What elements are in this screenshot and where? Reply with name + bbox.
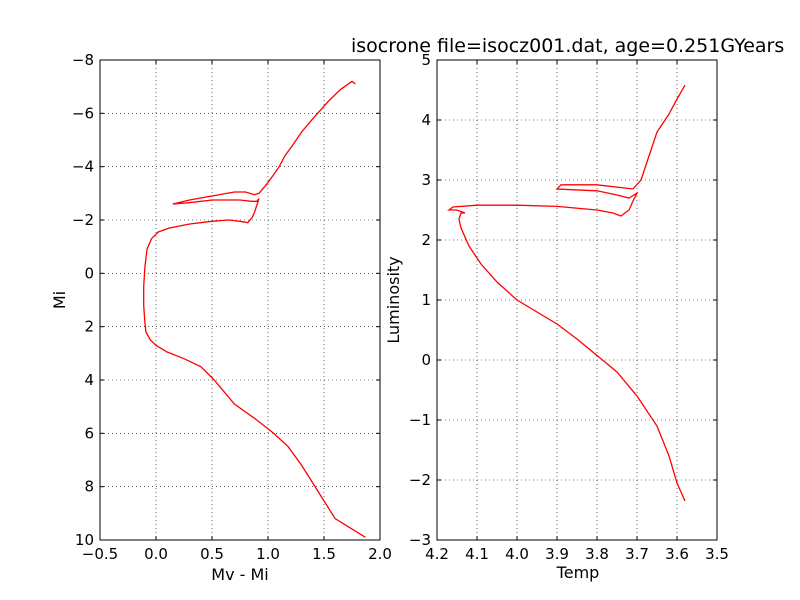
right-x-tick-label: 3.7	[625, 545, 649, 563]
right-y-tick-label: 5	[421, 51, 431, 69]
right-x-tick-label: 3.6	[665, 545, 689, 563]
right-y-tick-label: −1	[409, 411, 431, 429]
left-x-tick-label: −0.5	[82, 545, 118, 563]
right-x-tick-label: 4.1	[465, 545, 489, 563]
right-x-tick-label: 3.8	[585, 545, 609, 563]
left-y-tick-label: 10	[75, 531, 94, 549]
left-x-tick-label: 2.0	[368, 545, 392, 563]
right-y-tick-label: 2	[421, 231, 431, 249]
right-y-tick-label: 1	[421, 291, 431, 309]
left-x-tick-label: 0.5	[200, 545, 224, 563]
right-x-tick-label: 3.9	[545, 545, 569, 563]
right-y-tick-label: 3	[421, 171, 431, 189]
left-y-tick-label: 6	[84, 424, 94, 442]
left-y-tick-label: −2	[72, 211, 94, 229]
right-chart-title: isocrone file=isocz001.dat, age=0.251GYe…	[351, 35, 784, 57]
left-series-line	[143, 80, 366, 538]
right-x-tick-label: 4.2	[425, 545, 449, 563]
left-y-tick-label: −6	[72, 104, 94, 122]
left-x-tick-label: 1.5	[312, 545, 336, 563]
left-y-tick-label: 4	[84, 371, 94, 389]
left-x-axis-label: Mv - Mi	[211, 565, 268, 584]
right-y-tick-label: 4	[421, 111, 431, 129]
left-x-tick-label: 0.0	[144, 545, 168, 563]
left-ticks: −0.5 0.0 0.5 1.0 1.5 2.0 −8 −6 −4 −2 0 2 4 6 8 10	[72, 51, 392, 563]
right-y-tick-label: −2	[409, 471, 431, 489]
left-chart: −0.5 0.0 0.5 1.0 1.5 2.0 −8 −6 −4 −2 0 2 4 6 8 10 Mv - …	[50, 51, 392, 584]
right-x-tick-label: 4.0	[505, 545, 529, 563]
right-ticks: 4.2 4.1 4.0 3.9 3.8 3.7 3.6 3.5 −3 −2 −1 0 1 2 3 4 5	[409, 51, 729, 563]
left-x-tick-label: 1.0	[256, 545, 280, 563]
left-y-tick-label: 2	[84, 318, 94, 336]
right-y-tick-label: −3	[409, 531, 431, 549]
right-x-tick-label: 3.5	[705, 545, 729, 563]
right-x-axis-label: Temp	[556, 563, 600, 582]
right-y-tick-label: 0	[421, 351, 431, 369]
right-series-line	[447, 84, 686, 502]
left-y-tick-label: 0	[84, 264, 94, 282]
left-y-tick-label: −8	[72, 51, 94, 69]
right-chart: 4.2 4.1 4.0 3.9 3.8 3.7 3.6 3.5 −3 −2 −1 0 1 2 3 4 5 Tem…	[351, 35, 784, 582]
right-y-axis-label: Luminosity	[384, 256, 403, 343]
left-axes-frame	[99, 59, 381, 541]
left-y-tick-label: 8	[84, 478, 94, 496]
left-y-tick-label: −4	[72, 158, 94, 176]
left-y-axis-label: Mi	[50, 291, 69, 309]
left-gridlines	[100, 60, 380, 540]
